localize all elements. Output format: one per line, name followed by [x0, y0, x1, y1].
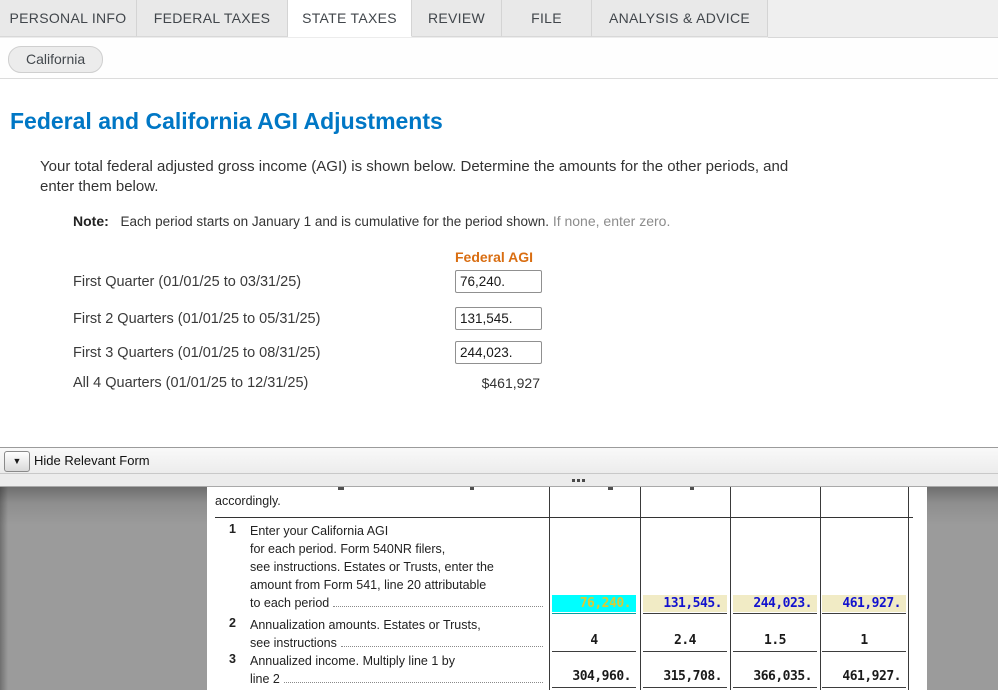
agi-input-q3[interactable]	[455, 341, 542, 364]
form-entry-line	[643, 687, 727, 688]
splitter-grip-icon	[572, 479, 575, 482]
form-column-line	[549, 487, 550, 690]
note-label: Note:	[73, 213, 109, 229]
form-entry-line	[733, 687, 817, 688]
form-entry-line	[643, 651, 727, 652]
tab-personal-info[interactable]: PERSONAL INFO	[0, 0, 137, 37]
form-field-line3-col1[interactable]: 304,960.	[572, 669, 631, 684]
splitter-grip-icon	[582, 479, 585, 482]
form-line1-text-2: for each period. Form 540NR filers,	[250, 542, 446, 556]
form-line1-text-1: Enter your California AGI	[250, 524, 389, 538]
form-field-line1-col3[interactable]: 244,023.	[733, 595, 817, 612]
form-line2-text: Annualization amounts. Estates or Trusts…	[250, 616, 546, 652]
form-line1-text-5: to each period	[250, 596, 330, 610]
form-line1-text-3: see instructions. Estates or Trusts, ent…	[250, 560, 494, 574]
state-sub-bar: California	[0, 38, 998, 79]
row-label-all4: All 4 Quarters (01/01/25 to 12/31/25)	[73, 375, 309, 391]
form-column-line	[908, 487, 909, 690]
hide-relevant-form-bar[interactable]: ▼ Hide Relevant Form	[0, 447, 998, 473]
form-line1-number: 1	[229, 522, 236, 536]
tab-bar-filler	[768, 0, 998, 38]
form-header-rule	[215, 517, 913, 518]
form-entry-line	[643, 613, 727, 614]
form-view-left-shadow	[0, 487, 8, 690]
intro-line-1: Your total federal adjusted gross income…	[40, 158, 789, 175]
state-chip-california[interactable]: California	[8, 46, 104, 73]
form-line2-text-2: see instructions	[250, 636, 337, 650]
form-page: accordingly. 1 Enter your California AGI…	[207, 487, 927, 690]
form-column-line	[820, 487, 821, 690]
intro-text: Your total federal adjusted gross income…	[40, 157, 788, 196]
dot-leader	[340, 646, 543, 647]
form-line3-number: 3	[229, 652, 236, 666]
form-partial-text: accordingly.	[215, 494, 281, 508]
tab-state-taxes[interactable]: STATE TAXES	[288, 0, 412, 37]
tab-file[interactable]: FILE	[502, 0, 592, 37]
form-field-line3-col4[interactable]: 461,927.	[842, 669, 901, 684]
row-label-q2: First 2 Quarters (01/01/25 to 05/31/25)	[73, 311, 321, 327]
triangle-down-icon: ▼	[12, 456, 22, 466]
page-title: Federal and California AGI Adjustments	[10, 108, 443, 134]
form-field-line3-col3[interactable]: 366,035.	[753, 669, 812, 684]
form-entry-line	[733, 651, 817, 652]
dot-leader	[283, 682, 543, 683]
hide-relevant-form-label: Hide Relevant Form	[34, 453, 150, 468]
agi-input-q1[interactable]	[455, 270, 542, 293]
form-line3-text: Annualized income. Multiply line 1 by li…	[250, 652, 546, 688]
form-view-pane: accordingly. 1 Enter your California AGI…	[0, 487, 998, 690]
form-field-line2-col2[interactable]: 2.4	[674, 633, 696, 648]
intro-line-2: enter them below.	[40, 177, 159, 195]
form-field-line2-col1[interactable]: 4	[590, 633, 598, 648]
form-field-line3-col2[interactable]: 315,708.	[663, 669, 722, 684]
form-entry-line	[822, 613, 906, 614]
form-line2-text-1: Annualization amounts. Estates or Trusts…	[250, 618, 481, 632]
form-line1-text: Enter your California AGI for each perio…	[250, 522, 546, 612]
interview-content: Federal and California AGI Adjustments Y…	[0, 79, 998, 447]
main-tab-bar: PERSONAL INFO FEDERAL TAXES STATE TAXES …	[0, 0, 998, 38]
dot-leader	[333, 606, 543, 607]
form-entry-line	[733, 613, 817, 614]
form-entry-line	[552, 613, 636, 614]
form-line1-text-4: amount from Form 541, line 20 attributab…	[250, 578, 487, 592]
clipped-text-fragment	[608, 487, 613, 490]
clipped-text-fragment	[470, 487, 474, 490]
form-column-line	[730, 487, 731, 690]
form-entry-line	[822, 651, 906, 652]
row-label-q3: First 3 Quarters (01/01/25 to 08/31/25)	[73, 345, 321, 361]
form-field-line1-col1[interactable]: 76,240.	[552, 595, 636, 612]
form-field-line2-col3[interactable]: 1.5	[764, 633, 786, 648]
form-column-line	[640, 487, 641, 690]
form-line3-text-1: Annualized income. Multiply line 1 by	[250, 654, 455, 668]
note-text: Each period starts on January 1 and is c…	[120, 214, 550, 229]
agi-total-all4: $461,927	[481, 375, 540, 391]
clipped-text-fragment	[690, 487, 694, 490]
tab-analysis-advice[interactable]: ANALYSIS & ADVICE	[592, 0, 768, 37]
form-field-line2-col4[interactable]: 1	[860, 633, 868, 648]
clipped-text-fragment	[338, 487, 344, 490]
note-line: Note: Each period starts on January 1 an…	[73, 213, 670, 229]
form-entry-line	[552, 687, 636, 688]
note-hint: If none, enter zero.	[552, 213, 671, 229]
form-field-line1-col2[interactable]: 131,545.	[643, 595, 727, 612]
form-line3-text-2: line 2	[250, 672, 280, 686]
tab-federal-taxes[interactable]: FEDERAL TAXES	[137, 0, 288, 37]
row-label-q1: First Quarter (01/01/25 to 03/31/25)	[73, 274, 302, 290]
agi-input-q2[interactable]	[455, 307, 542, 330]
form-line2-number: 2	[229, 616, 236, 630]
federal-agi-column-header: Federal AGI	[455, 249, 534, 265]
pane-splitter[interactable]	[0, 473, 998, 487]
collapse-form-button[interactable]: ▼	[4, 451, 30, 472]
form-entry-line	[552, 651, 636, 652]
tab-review[interactable]: REVIEW	[412, 0, 502, 37]
splitter-grip-icon	[577, 479, 580, 482]
form-entry-line	[822, 687, 906, 688]
form-field-line1-col4[interactable]: 461,927.	[822, 595, 906, 612]
